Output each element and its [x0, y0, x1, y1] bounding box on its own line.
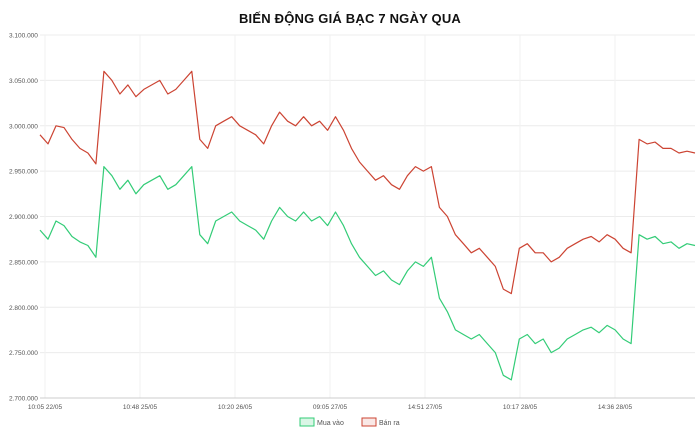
y-tick-label: 2.850.000: [9, 259, 38, 266]
x-tick-label: 14:51 27/05: [408, 404, 443, 411]
legend: Mua vào Bán ra: [299, 417, 400, 427]
legend-label: Mua vào: [317, 420, 344, 427]
series-line-mua-vao: [39, 166, 696, 381]
x-tick-label: 10:48 25/05: [123, 404, 158, 411]
x-tick-label: 14:36 28/05: [598, 404, 633, 411]
chart-title: BIẾN ĐỘNG GIÁ BẠC 7 NGÀY QUA: [238, 11, 462, 26]
y-axis-tick-labels: 2.700.000 2.750.000 2.800.000 2.850.000 2.90…: [9, 33, 38, 403]
y-tick-label: 2.750.000: [9, 350, 38, 357]
y-tick-label: 2.950.000: [9, 169, 38, 176]
legend-swatch: [299, 417, 315, 427]
y-tick-label: 2.800.000: [9, 305, 38, 312]
y-tick-label: 2.900.000: [9, 214, 38, 221]
y-tick-label: 2.700.000: [9, 396, 38, 403]
x-tick-label: 10:20 26/05: [218, 404, 253, 411]
series-lines: [39, 70, 696, 381]
x-tick-label: 09:05 27/05: [313, 404, 348, 411]
y-tick-label: 3.000.000: [9, 123, 38, 130]
x-axis-tick-labels: 10:05 22/05 10:48 25/05 10:20 26/05 09:05 2…: [28, 404, 633, 411]
x-tick-label: 10:17 28/05: [503, 404, 538, 411]
series-line-ban-ra: [39, 70, 696, 295]
y-tick-label: 3.050.000: [9, 78, 38, 85]
legend-label: Bán ra: [379, 420, 400, 427]
y-tick-label: 3.100.000: [9, 33, 38, 40]
x-tick-label: 10:05 22/05: [28, 404, 63, 411]
legend-swatch: [361, 417, 377, 427]
grid-lines: [40, 34, 695, 399]
